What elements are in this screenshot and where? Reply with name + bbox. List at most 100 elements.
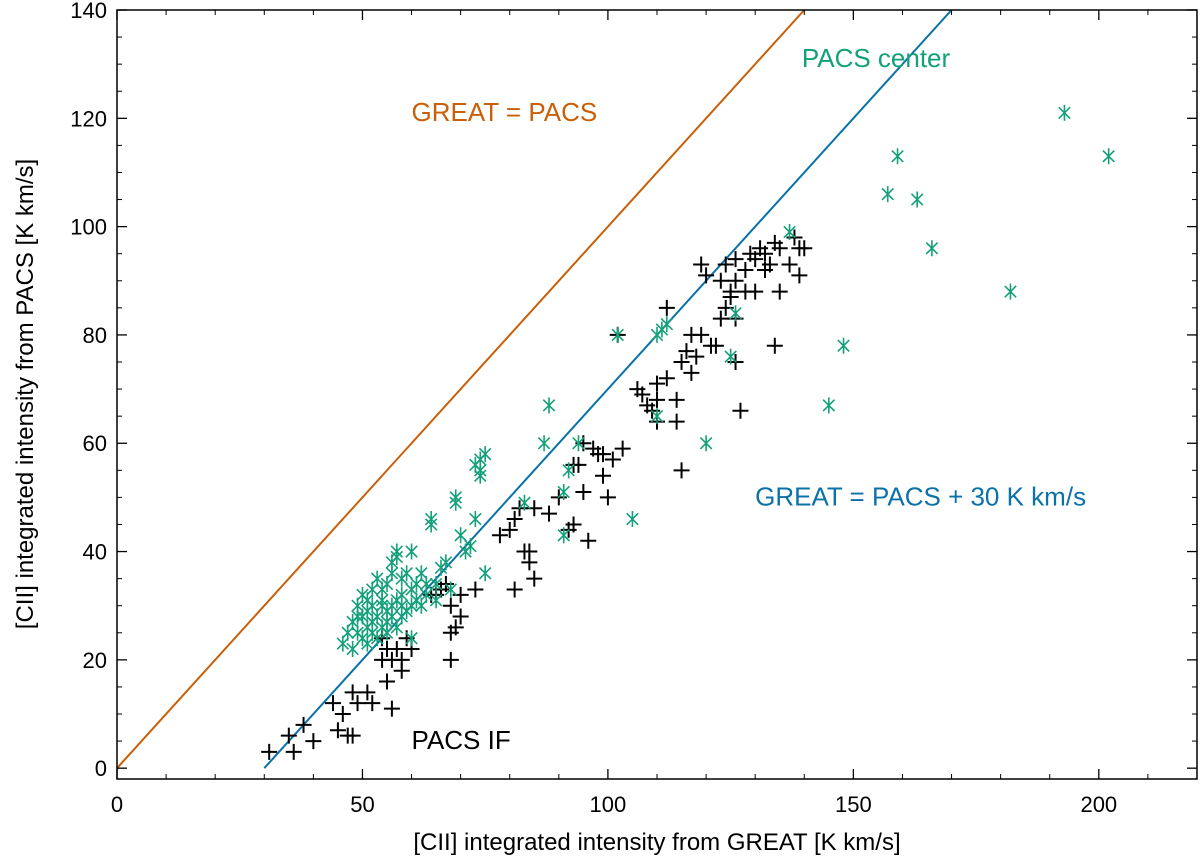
pacs-if-point: [673, 462, 690, 479]
pacs-if-point: [604, 451, 621, 468]
annotations: GREAT = PACS PACS center GREAT = PACS + 30…: [412, 43, 1087, 755]
pacs-if-point: [383, 700, 400, 717]
x-tick: 200: [1080, 10, 1117, 817]
annotation-pacs-center: PACS center: [802, 43, 951, 73]
pacs-center-point: [346, 641, 359, 658]
pacs-if-point: [747, 283, 764, 300]
pacs-if-point: [344, 727, 361, 744]
one-to-one-line: [117, 10, 806, 769]
pacs-if-point: [712, 310, 729, 327]
pacs-center-point: [444, 581, 458, 598]
pacs-if-point: [379, 673, 395, 690]
pacs-if-point: [261, 743, 278, 760]
reference-lines: [117, 10, 953, 769]
pacs-if-point: [658, 299, 675, 316]
pacs-if-point: [727, 272, 744, 289]
pacs-if-point: [595, 467, 611, 484]
annotation-pacs-if: PACS IF: [412, 725, 511, 755]
y-tick: 40: [83, 540, 1197, 565]
y-tick: 100: [70, 215, 1197, 240]
pacs-center-point: [395, 586, 408, 603]
pacs-if-point: [442, 597, 459, 614]
x-tick-label: 0: [111, 792, 123, 817]
pacs-if-point: [668, 413, 685, 430]
y-tick-label: 100: [70, 215, 107, 240]
y-tick-label: 140: [70, 0, 107, 23]
pacs-center-point: [474, 467, 487, 484]
y-tick: 20: [83, 648, 1197, 673]
pacs-if-point: [698, 267, 715, 284]
pacs-if-point: [393, 651, 410, 668]
pacs-if-point: [771, 240, 788, 257]
pacs-center-point: [400, 565, 413, 582]
pacs-center-point: [429, 592, 443, 609]
pacs-center-point: [1102, 148, 1115, 165]
annotation-offset-line: GREAT = PACS + 30 K km/s: [755, 482, 1086, 512]
pacs-center-point: [478, 446, 492, 463]
x-tick: 50: [350, 10, 375, 817]
pacs-if-point: [771, 283, 788, 300]
pacs-center-point: [611, 326, 624, 343]
pacs-if-point: [506, 511, 523, 528]
pacs-if-point: [506, 581, 523, 598]
offset-line: [263, 10, 953, 769]
pacs-if-point: [688, 348, 705, 365]
pacs-if-point: [599, 489, 616, 506]
pacs-center-point: [650, 408, 664, 425]
data-points: [261, 104, 1115, 760]
pacs-center-point: [557, 527, 570, 544]
pacs-if-point: [521, 554, 538, 571]
pacs-center-point: [1058, 104, 1071, 121]
y-tick-label: 120: [70, 106, 107, 131]
y-tick-label: 80: [83, 323, 107, 348]
pacs-if-point: [565, 516, 582, 533]
y-tick-label: 0: [95, 756, 107, 781]
pacs-if-point: [349, 695, 366, 712]
pacs-center-point: [562, 462, 575, 479]
pacs-if-point: [717, 256, 734, 273]
pacs-if-point: [737, 261, 754, 278]
x-tick-label: 200: [1080, 792, 1117, 817]
pacs-center-point: [910, 191, 924, 208]
pacs-center-point: [405, 630, 418, 647]
pacs-if-point: [595, 446, 611, 463]
axis-ticks: 0 50 100 150 200 0 20 40 60 80 100 120 140: [70, 0, 1198, 817]
y-tick: 80: [83, 323, 1197, 348]
pacs-if-point: [747, 251, 764, 268]
pacs-if-point: [334, 706, 351, 723]
pacs-center-point: [537, 435, 551, 452]
pacs-center-point: [390, 543, 404, 560]
pacs-if-point: [452, 608, 469, 625]
pacs-if-point: [678, 343, 695, 360]
pacs-if-point: [727, 251, 744, 268]
pacs-if-point: [634, 386, 651, 403]
pacs-if-point: [614, 440, 631, 457]
pacs-center-point: [1004, 283, 1017, 300]
pacs-if-point: [722, 289, 739, 306]
annotation-great-eq-pacs: GREAT = PACS: [412, 97, 598, 127]
pacs-if-point: [501, 521, 518, 538]
pacs-if-point: [442, 651, 459, 668]
pacs-center-point: [429, 576, 443, 593]
pacs-center-point: [660, 316, 674, 333]
x-tick-label: 50: [350, 792, 374, 817]
x-tick-label: 150: [835, 792, 872, 817]
pacs-if-point: [359, 684, 376, 701]
pacs-center-point: [449, 494, 462, 511]
pacs-center-point: [729, 305, 742, 322]
pacs-center-point: [518, 494, 531, 511]
pacs-if-point: [575, 483, 592, 500]
pacs-center-point: [699, 435, 713, 452]
pacs-center-point: [478, 565, 492, 582]
pacs-if-point: [732, 402, 749, 419]
pacs-if-point: [447, 619, 464, 636]
pacs-if-point: [693, 256, 710, 273]
pacs-center-point: [464, 538, 477, 555]
y-tick: 140: [70, 0, 1197, 23]
pacs-center-point: [891, 148, 904, 165]
pacs-if-point: [791, 267, 808, 284]
plot-area: [117, 10, 1115, 769]
pacs-if-point: [673, 354, 690, 371]
pacs-center-point: [439, 554, 453, 571]
